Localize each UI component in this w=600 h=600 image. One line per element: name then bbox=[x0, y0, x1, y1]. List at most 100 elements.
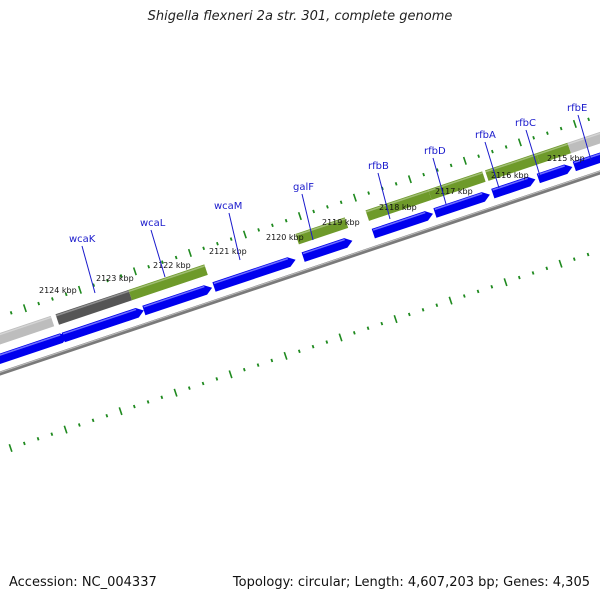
cds-arrow-highlight bbox=[372, 211, 426, 231]
inner-tick bbox=[366, 326, 370, 331]
gene-label: rfbA bbox=[475, 130, 496, 141]
inner-tick bbox=[421, 308, 425, 312]
inner-tick bbox=[22, 441, 26, 446]
inner-tick bbox=[503, 278, 508, 287]
inner-tick bbox=[77, 423, 81, 427]
outer-tick bbox=[339, 200, 343, 205]
outer-tick bbox=[216, 241, 219, 246]
gene-leader-line bbox=[301, 193, 314, 241]
outer-tick bbox=[407, 175, 412, 184]
gene-leader-line bbox=[150, 229, 166, 278]
outer-tick bbox=[51, 297, 54, 301]
cds-arrow bbox=[536, 164, 573, 184]
outer-tick bbox=[367, 191, 371, 195]
cds-track bbox=[0, 152, 600, 364]
outer-tick bbox=[462, 156, 467, 165]
cog-band bbox=[536, 142, 571, 164]
gene-label-group: rfbE rfbC rfbA rfbD rfbB galF wcaM wcaL wcaK bbox=[69, 103, 592, 294]
inner-tick bbox=[325, 340, 329, 344]
outer-tick bbox=[77, 285, 82, 294]
kbp-label: 2120 kbp bbox=[266, 233, 304, 242]
inner-tick bbox=[352, 331, 356, 335]
outer-tick bbox=[37, 301, 41, 306]
gene-label: wcaL bbox=[140, 218, 166, 229]
cds-arrow bbox=[301, 238, 353, 262]
cds-arrow-highlight bbox=[143, 285, 205, 308]
inner-tick bbox=[8, 443, 13, 453]
cog-band-highlight bbox=[128, 265, 206, 292]
cog-band bbox=[567, 131, 600, 154]
gene-leader-line bbox=[432, 157, 447, 205]
outer-tick bbox=[546, 131, 549, 135]
cds-arrow-highlight bbox=[213, 257, 289, 285]
outer-tick bbox=[119, 274, 123, 278]
inner-tick bbox=[311, 344, 315, 349]
outer-tick bbox=[92, 283, 96, 287]
gene-label: rfbD bbox=[424, 146, 446, 157]
gene-leader-line bbox=[377, 172, 391, 220]
outer-tick bbox=[64, 292, 68, 297]
backbone-ring bbox=[0, 170, 600, 376]
inner-tick bbox=[490, 284, 494, 289]
inner-tick bbox=[173, 388, 178, 397]
inner-tick bbox=[407, 312, 411, 317]
outer-tick bbox=[504, 145, 508, 149]
cds-arrow bbox=[572, 152, 600, 172]
inner-tick bbox=[63, 425, 68, 434]
inner-tick bbox=[572, 257, 576, 261]
gene-label: galF bbox=[293, 182, 314, 193]
inner-tick bbox=[338, 333, 343, 342]
kbp-label: 2115 kbp bbox=[547, 154, 585, 163]
inner-tick bbox=[36, 436, 40, 441]
cds-arrow-highlight bbox=[573, 153, 600, 164]
outer-tick bbox=[229, 237, 233, 241]
cog-band-highlight bbox=[55, 290, 130, 317]
inner-tick bbox=[435, 303, 439, 308]
cds-arrow bbox=[433, 192, 490, 218]
gene-leader-line bbox=[484, 141, 500, 189]
inner-tick bbox=[393, 314, 398, 324]
gene-label: rfbB bbox=[368, 161, 389, 172]
inner-tick bbox=[517, 275, 521, 280]
outer-tick bbox=[326, 205, 329, 209]
outer-tick bbox=[422, 172, 426, 177]
cds-arrow-highlight bbox=[0, 334, 61, 356]
cog-band-highlight bbox=[567, 132, 600, 145]
outer-tick bbox=[161, 260, 164, 264]
cds-arrow-highlight bbox=[302, 238, 345, 255]
cog-band bbox=[485, 153, 540, 181]
outer-tick bbox=[532, 135, 536, 140]
kbp-label: 2116 kbp bbox=[491, 171, 529, 180]
gene-leader-line bbox=[228, 212, 241, 261]
inner-tick bbox=[201, 381, 205, 386]
inner-tick bbox=[160, 395, 164, 400]
kbp-label: 2124 kbp bbox=[39, 286, 77, 295]
backbone-highlight bbox=[0, 170, 600, 373]
outer-tick bbox=[477, 154, 481, 159]
kbp-label-group: 2115 kbp 2116 kbp 2117 kbp 2118 kbp 2119 kbp… bbox=[39, 154, 585, 295]
outer-tick bbox=[436, 168, 439, 172]
outer-tick bbox=[352, 193, 357, 202]
inner-tick bbox=[187, 386, 191, 390]
inner-tick bbox=[256, 363, 260, 367]
cog-track bbox=[0, 131, 600, 345]
inner-tick bbox=[380, 321, 384, 326]
outer-tick bbox=[491, 149, 494, 154]
outer-tick bbox=[22, 304, 27, 313]
inner-tick bbox=[545, 266, 549, 271]
inner-tick bbox=[146, 400, 150, 404]
cog-band-highlight bbox=[295, 218, 346, 237]
gene-label: wcaK bbox=[69, 234, 96, 245]
cds-arrow-highlight bbox=[434, 192, 483, 211]
cog-band-highlight bbox=[536, 143, 569, 156]
outer-tick bbox=[559, 126, 563, 131]
kbp-label: 2123 kbp bbox=[96, 274, 134, 283]
cog-band bbox=[128, 264, 208, 301]
outer-tick bbox=[449, 163, 453, 168]
outer-tick bbox=[257, 228, 261, 232]
inner-tick bbox=[50, 432, 54, 436]
outer-tick bbox=[242, 230, 247, 239]
inner-tick bbox=[105, 413, 109, 418]
outer-tick bbox=[312, 209, 316, 214]
gene-leader-line bbox=[577, 114, 592, 161]
